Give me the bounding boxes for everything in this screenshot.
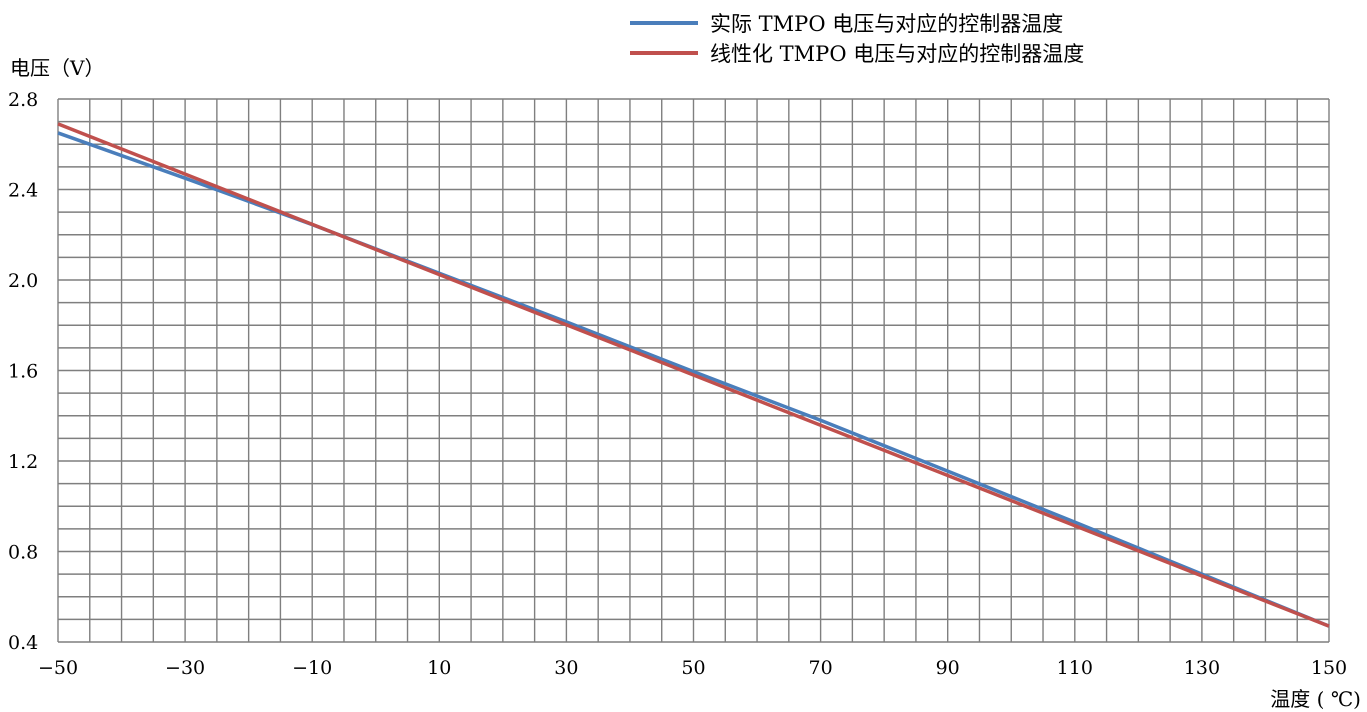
x-tick-label: 10 — [427, 657, 451, 679]
series-line-linearized — [57, 122, 1330, 628]
legend-label-linearized: 线性化 TMPO 电压与对应的控制器温度 — [710, 42, 1085, 66]
x-tick-label: −10 — [292, 657, 332, 679]
x-tick-label: 30 — [554, 657, 578, 679]
y-tick-label: 1.6 — [8, 361, 38, 383]
y-tick-label: 0.8 — [8, 542, 38, 564]
legend: 实际 TMPO 电压与对应的控制器温度 线性化 TMPO 电压与对应的控制器温度 — [630, 8, 1084, 68]
x-tick-label: 150 — [1311, 657, 1347, 679]
y-tick-label: 2.0 — [8, 270, 38, 292]
legend-item-actual: 实际 TMPO 电压与对应的控制器温度 — [630, 8, 1084, 38]
tick-labels: −50 −30 −10 10 30 50 70 90 110 130 150 0.4 0.8 1.2 1.6… — [8, 89, 1347, 679]
x-axis-label: 温度 ( ℃) — [1270, 687, 1361, 711]
y-tick-label: 1.2 — [8, 451, 38, 473]
x-tick-label: 110 — [1057, 657, 1093, 679]
x-tick-label: −50 — [38, 657, 78, 679]
x-tick-label: 90 — [936, 657, 960, 679]
y-tick-label: 2.8 — [8, 89, 38, 111]
y-tick-label: 2.4 — [8, 180, 38, 202]
x-tick-label: 130 — [1184, 657, 1220, 679]
legend-swatch-actual — [630, 21, 698, 25]
x-tick-label: 50 — [681, 657, 705, 679]
x-tick-label: 70 — [809, 657, 833, 679]
y-axis-label: 电压（V） — [10, 56, 105, 80]
legend-swatch-linearized — [630, 51, 698, 55]
y-tick-label: 0.4 — [8, 632, 38, 654]
legend-item-linearized: 线性化 TMPO 电压与对应的控制器温度 — [630, 38, 1084, 68]
x-tick-label: −30 — [165, 657, 205, 679]
legend-label-actual: 实际 TMPO 电压与对应的控制器温度 — [710, 12, 1064, 36]
series-lines — [57, 122, 1330, 628]
